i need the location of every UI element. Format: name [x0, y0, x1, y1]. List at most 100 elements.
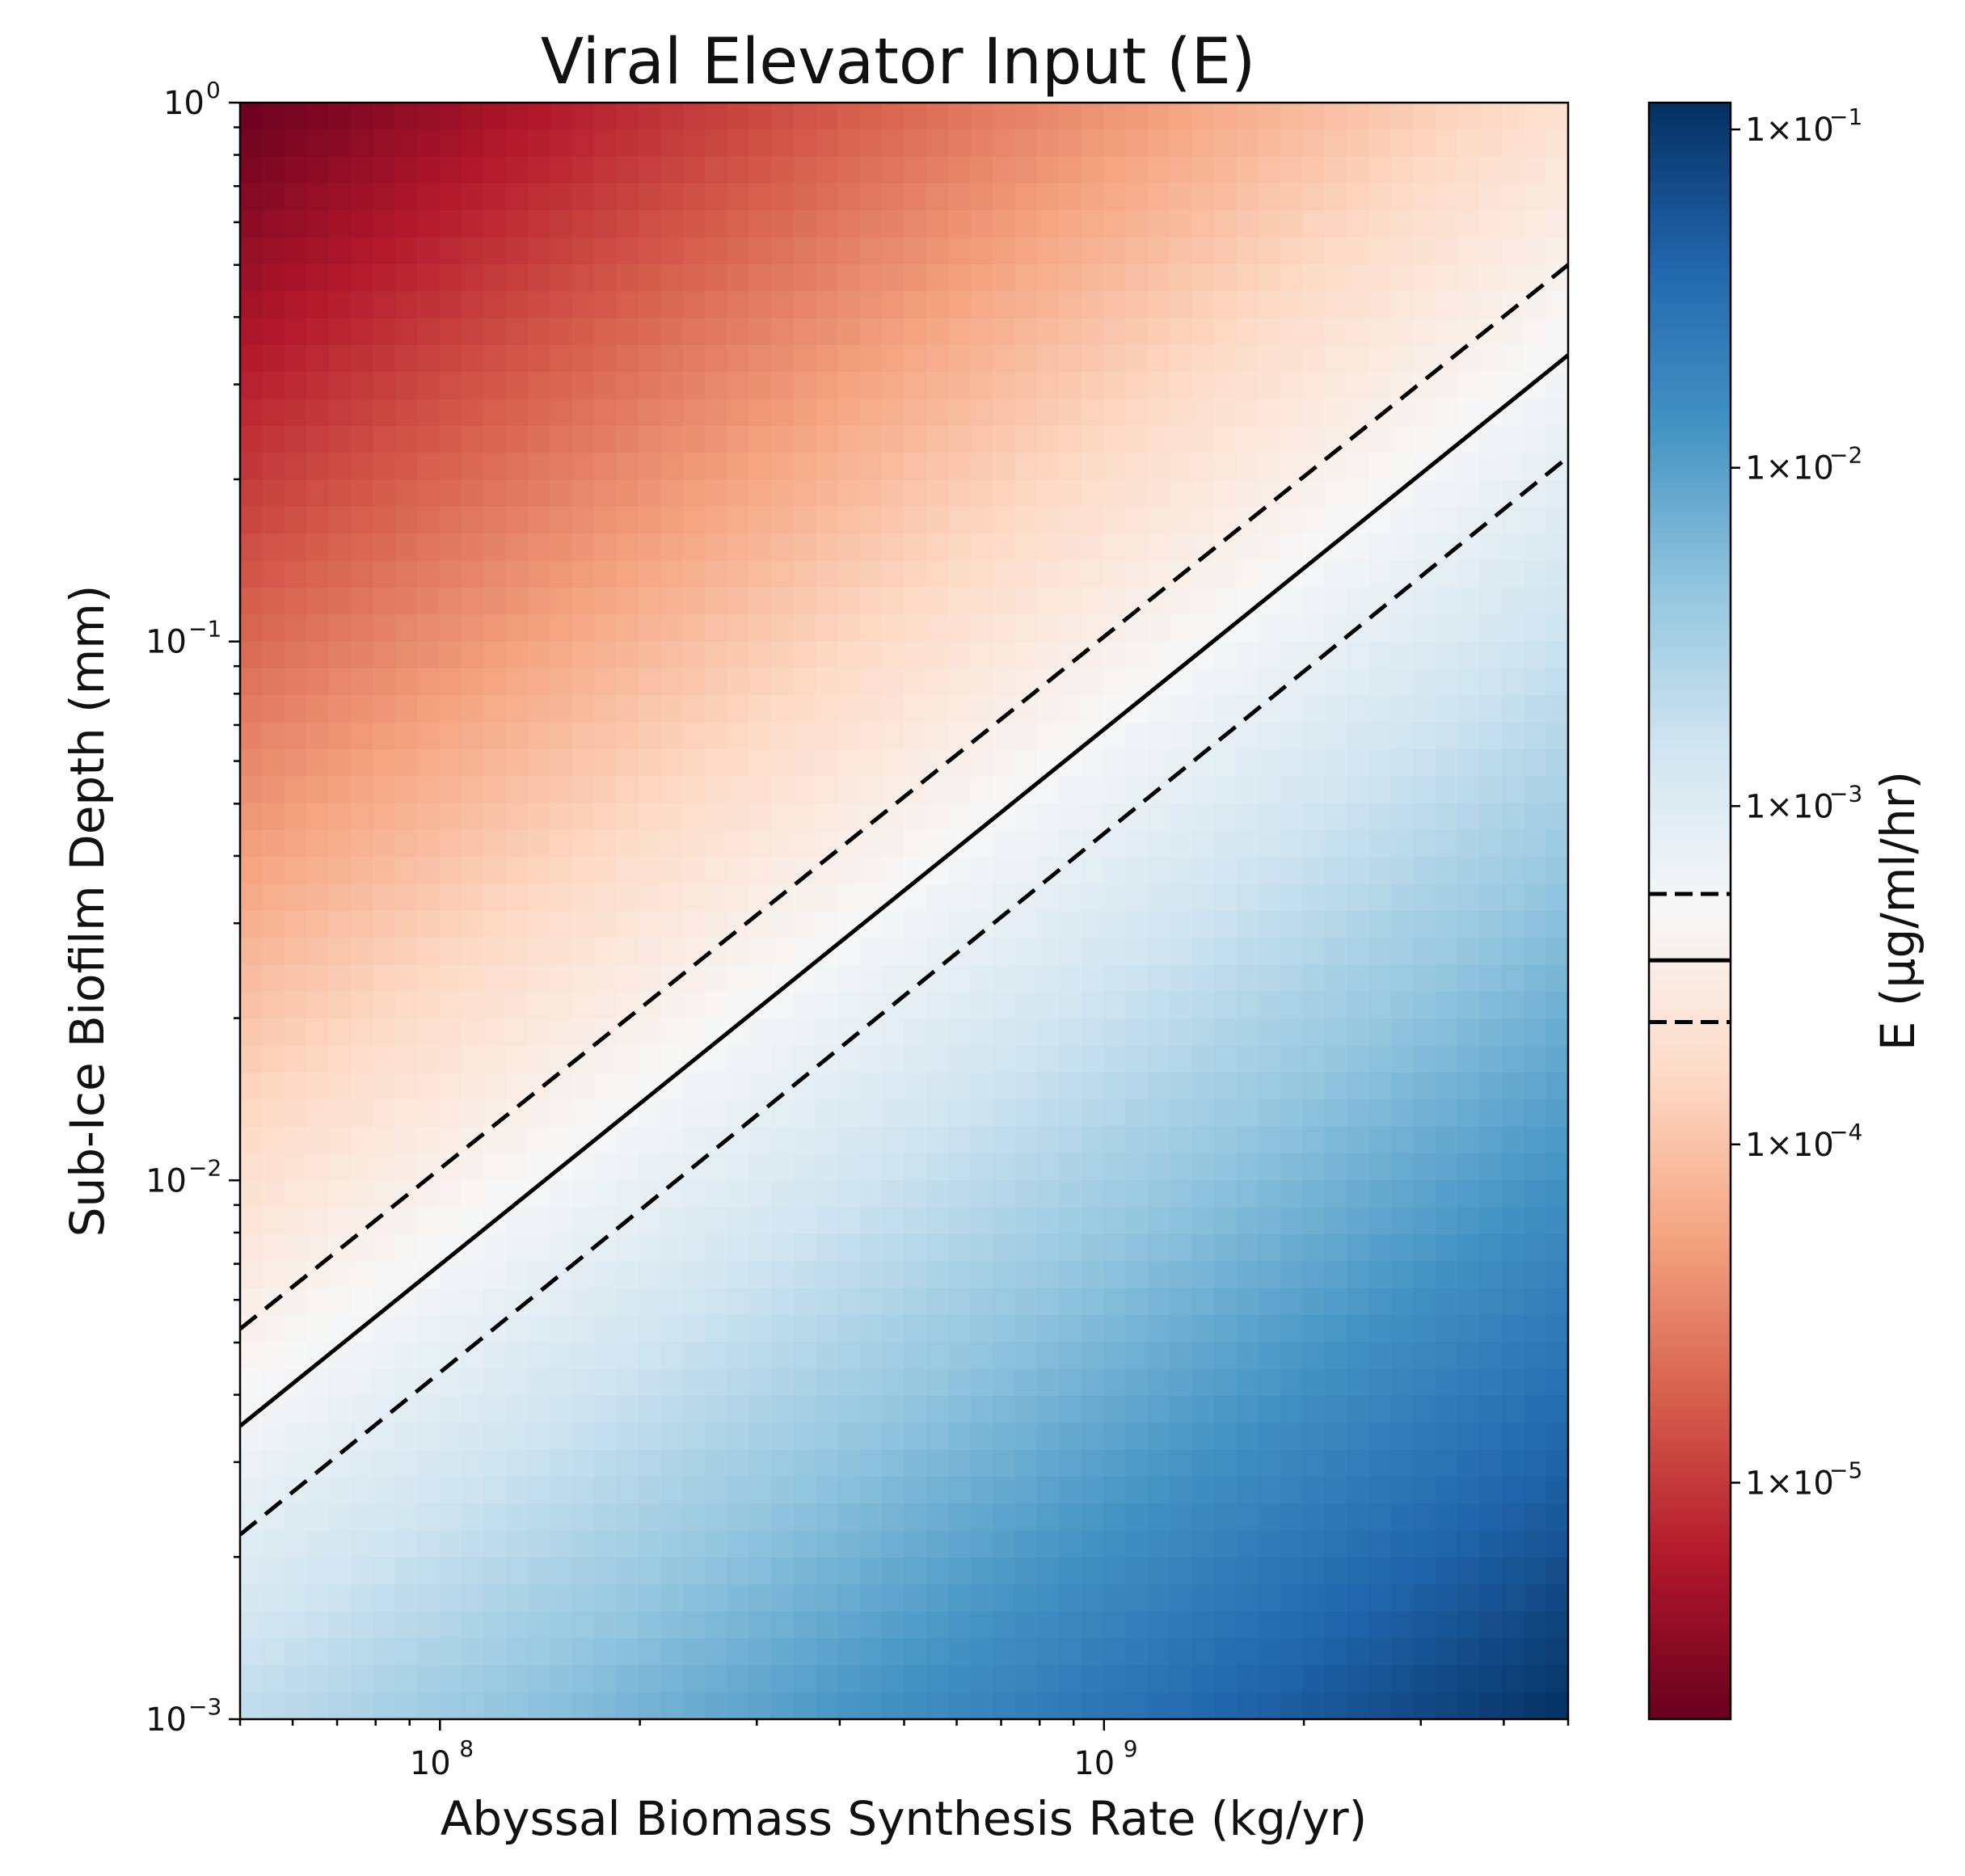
heatmap-cell: [1059, 1396, 1082, 1424]
heatmap-cell: [970, 560, 993, 588]
heatmap-cell: [1103, 1126, 1127, 1154]
heatmap-cell: [483, 1261, 507, 1289]
heatmap-cell: [1170, 1315, 1193, 1343]
heatmap-cell: [926, 722, 950, 750]
heatmap-cell: [550, 453, 573, 481]
heatmap-cell: [1103, 857, 1127, 885]
heatmap-cell: [1147, 426, 1170, 454]
heatmap-cell: [993, 1530, 1016, 1558]
heatmap-cell: [461, 264, 485, 293]
heatmap-cell: [483, 1288, 507, 1316]
heatmap-cell: [1479, 345, 1503, 373]
heatmap-cell: [527, 1611, 551, 1639]
heatmap-cell: [1324, 668, 1347, 697]
heatmap-cell: [1413, 1261, 1436, 1289]
heatmap-cell: [638, 183, 662, 212]
heatmap-cell: [571, 1018, 595, 1047]
heatmap-cell: [262, 1234, 285, 1263]
heatmap-cell: [350, 883, 374, 912]
heatmap-cell: [1213, 1099, 1238, 1128]
heatmap-cell: [328, 1180, 352, 1208]
heatmap-cell: [926, 1396, 950, 1424]
heatmap-cell: [970, 533, 993, 562]
heatmap-cell: [660, 345, 684, 373]
heatmap-cell: [1147, 318, 1170, 346]
heatmap-cell: [1236, 1099, 1259, 1128]
heatmap-cell: [483, 1018, 507, 1047]
heatmap-cell: [1059, 453, 1082, 481]
heatmap-cell: [1479, 156, 1503, 184]
heatmap-cell: [350, 237, 374, 265]
heatmap-cell: [1081, 183, 1104, 212]
heatmap-cell: [993, 1099, 1016, 1128]
heatmap-cell: [682, 533, 706, 562]
heatmap-cell: [373, 210, 396, 238]
heatmap-cell: [771, 103, 795, 131]
heatmap-cell: [837, 1638, 861, 1667]
heatmap-cell: [1014, 264, 1038, 293]
heatmap-cell: [1324, 830, 1347, 858]
heatmap-cell: [439, 1045, 462, 1073]
heatmap-cell: [1191, 1558, 1215, 1586]
heatmap-cell: [970, 695, 993, 723]
heatmap-cell: [1059, 479, 1082, 508]
heatmap-cell: [1236, 1153, 1259, 1182]
heatmap-cell: [771, 1558, 795, 1586]
heatmap-cell: [527, 560, 551, 588]
heatmap-cell: [571, 1449, 595, 1478]
heatmap-cell: [373, 1342, 396, 1370]
heatmap-cell: [1014, 479, 1038, 508]
heatmap-cell: [1170, 1045, 1193, 1073]
heatmap-cell: [1258, 1018, 1281, 1047]
heatmap-cell: [1479, 426, 1503, 454]
heatmap-cell: [594, 1584, 618, 1613]
heatmap-cell: [1125, 1073, 1149, 1101]
heatmap-cell: [1059, 1018, 1082, 1047]
heatmap-cell: [1125, 911, 1149, 939]
heatmap-cell: [948, 695, 972, 723]
heatmap-cell: [1302, 345, 1326, 373]
heatmap-cell: [705, 453, 728, 481]
heatmap-cell: [682, 1611, 706, 1639]
heatmap-cell: [1324, 992, 1347, 1020]
heatmap-cell: [771, 1180, 795, 1208]
heatmap-cell: [594, 210, 618, 238]
heatmap-cell: [1501, 857, 1525, 885]
heatmap-cell: [705, 318, 728, 346]
heatmap-cell: [461, 1018, 485, 1047]
heatmap-cell: [771, 1584, 795, 1613]
heatmap-cell: [1103, 453, 1127, 481]
heatmap-cell: [571, 938, 595, 966]
heatmap-cell: [1368, 1477, 1392, 1505]
heatmap-cell: [1435, 992, 1458, 1020]
heatmap-cell: [882, 1126, 905, 1154]
heatmap-cell: [394, 830, 418, 858]
heatmap-cell: [483, 964, 507, 993]
heatmap-cell: [682, 398, 706, 427]
heatmap-cell: [1501, 776, 1525, 804]
heatmap-cell: [1103, 103, 1127, 131]
heatmap-cell: [1125, 883, 1149, 912]
heatmap-cell: [1324, 1503, 1347, 1532]
heatmap-cell: [306, 291, 330, 319]
y-tick-exponent: −3: [188, 1693, 221, 1720]
heatmap-cell: [660, 1396, 684, 1424]
heatmap-cell: [1368, 722, 1392, 750]
heatmap-cell: [1324, 507, 1347, 535]
heatmap-cell: [727, 1638, 750, 1667]
heatmap-cell: [616, 776, 639, 804]
heatmap-cell: [660, 883, 684, 912]
heatmap-cell: [1413, 1153, 1436, 1182]
heatmap-cell: [461, 588, 485, 616]
heatmap-cell: [926, 345, 950, 373]
heatmap-cell: [926, 1288, 950, 1316]
heatmap-cell: [461, 668, 485, 697]
heatmap-cell: [705, 1180, 728, 1208]
heatmap-cell: [240, 156, 264, 184]
heatmap-cell: [793, 1449, 816, 1478]
heatmap-cell: [373, 1584, 396, 1613]
heatmap-cell: [1059, 372, 1082, 400]
heatmap-cell: [1081, 103, 1104, 131]
heatmap-cell: [1390, 1315, 1415, 1343]
heatmap-cell: [373, 1045, 396, 1073]
